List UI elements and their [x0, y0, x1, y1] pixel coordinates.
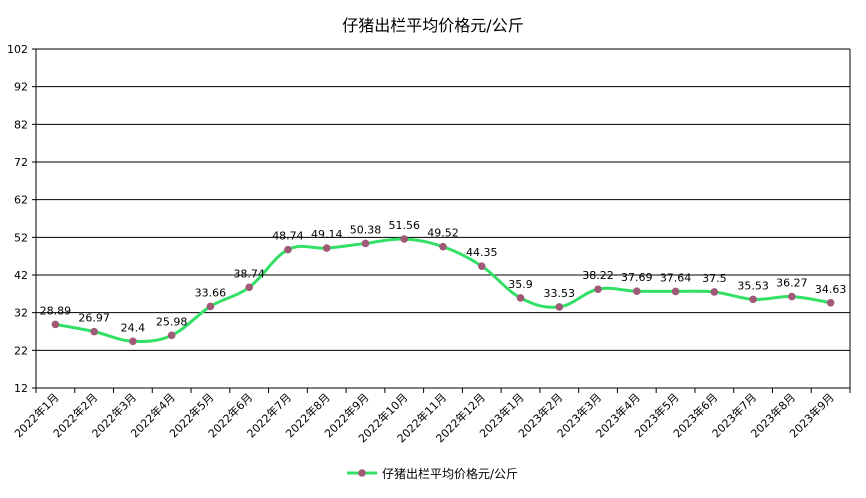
data-label: 28.89 [40, 304, 72, 317]
data-point [749, 295, 757, 304]
data-label: 36.27 [776, 277, 808, 290]
data-point [555, 303, 564, 311]
data-label: 35.9 [508, 278, 533, 291]
data-label: 37.5 [702, 272, 727, 285]
legend-marker-swatch [358, 469, 366, 477]
data-labels: 28.89 26.97 24.4 25.98 33.66 38.74 48.74 49.14 5… [40, 219, 847, 334]
data-label: 37.64 [660, 271, 692, 284]
data-point [439, 242, 447, 251]
y-tick-label: 92 [14, 81, 28, 94]
data-point [245, 283, 253, 292]
y-tick-label: 102 [7, 43, 28, 56]
axes: 1222324252627282921022022年1月2022年2月2022年… [7, 43, 851, 445]
data-point [826, 298, 835, 307]
data-point [710, 288, 719, 296]
data-point [671, 287, 680, 296]
data-label: 26.97 [78, 312, 110, 325]
data-point [516, 294, 525, 302]
data-label: 48.74 [272, 230, 304, 243]
data-label: 49.14 [311, 228, 343, 241]
data-point [594, 285, 602, 294]
chart-title: 仔猪出栏平均价格元/公斤 [342, 16, 523, 35]
data-label: 33.66 [195, 286, 227, 299]
data-point [400, 235, 409, 243]
data-label: 37.69 [621, 271, 653, 284]
data-label: 34.63 [815, 283, 847, 296]
data-label: 50.38 [350, 223, 382, 236]
data-label: 25.98 [156, 315, 188, 328]
data-point [284, 245, 292, 254]
y-tick-label: 62 [14, 194, 28, 207]
data-label: 49.52 [427, 227, 459, 240]
data-label: 38.74 [233, 267, 265, 280]
y-tick-label: 42 [14, 269, 28, 282]
y-tick-label: 72 [14, 156, 28, 169]
data-point [322, 244, 331, 252]
data-label: 24.4 [121, 321, 146, 334]
series-layer [51, 235, 835, 346]
data-point [206, 302, 215, 311]
data-label: 33.53 [544, 287, 576, 300]
data-point [361, 239, 370, 248]
data-label: 44.35 [466, 246, 498, 259]
data-point [477, 262, 486, 270]
data-point [90, 327, 98, 336]
y-tick-label: 32 [14, 307, 28, 320]
legend: 仔猪出栏平均价格元/公斤 [347, 466, 518, 481]
data-label: 38.22 [582, 269, 614, 282]
data-point [788, 292, 796, 301]
y-tick-label: 22 [14, 344, 28, 357]
data-label: 35.53 [737, 279, 769, 292]
legend-label: 仔猪出栏平均价格元/公斤 [382, 466, 518, 481]
y-tick-label: 52 [14, 231, 28, 244]
gridlines [36, 48, 850, 389]
y-tick-label: 12 [14, 382, 28, 395]
data-point [167, 331, 176, 340]
data-point [633, 287, 641, 296]
data-point [51, 320, 60, 329]
y-tick-label: 82 [14, 118, 28, 131]
data-label: 51.56 [388, 219, 420, 232]
data-point [129, 337, 137, 346]
